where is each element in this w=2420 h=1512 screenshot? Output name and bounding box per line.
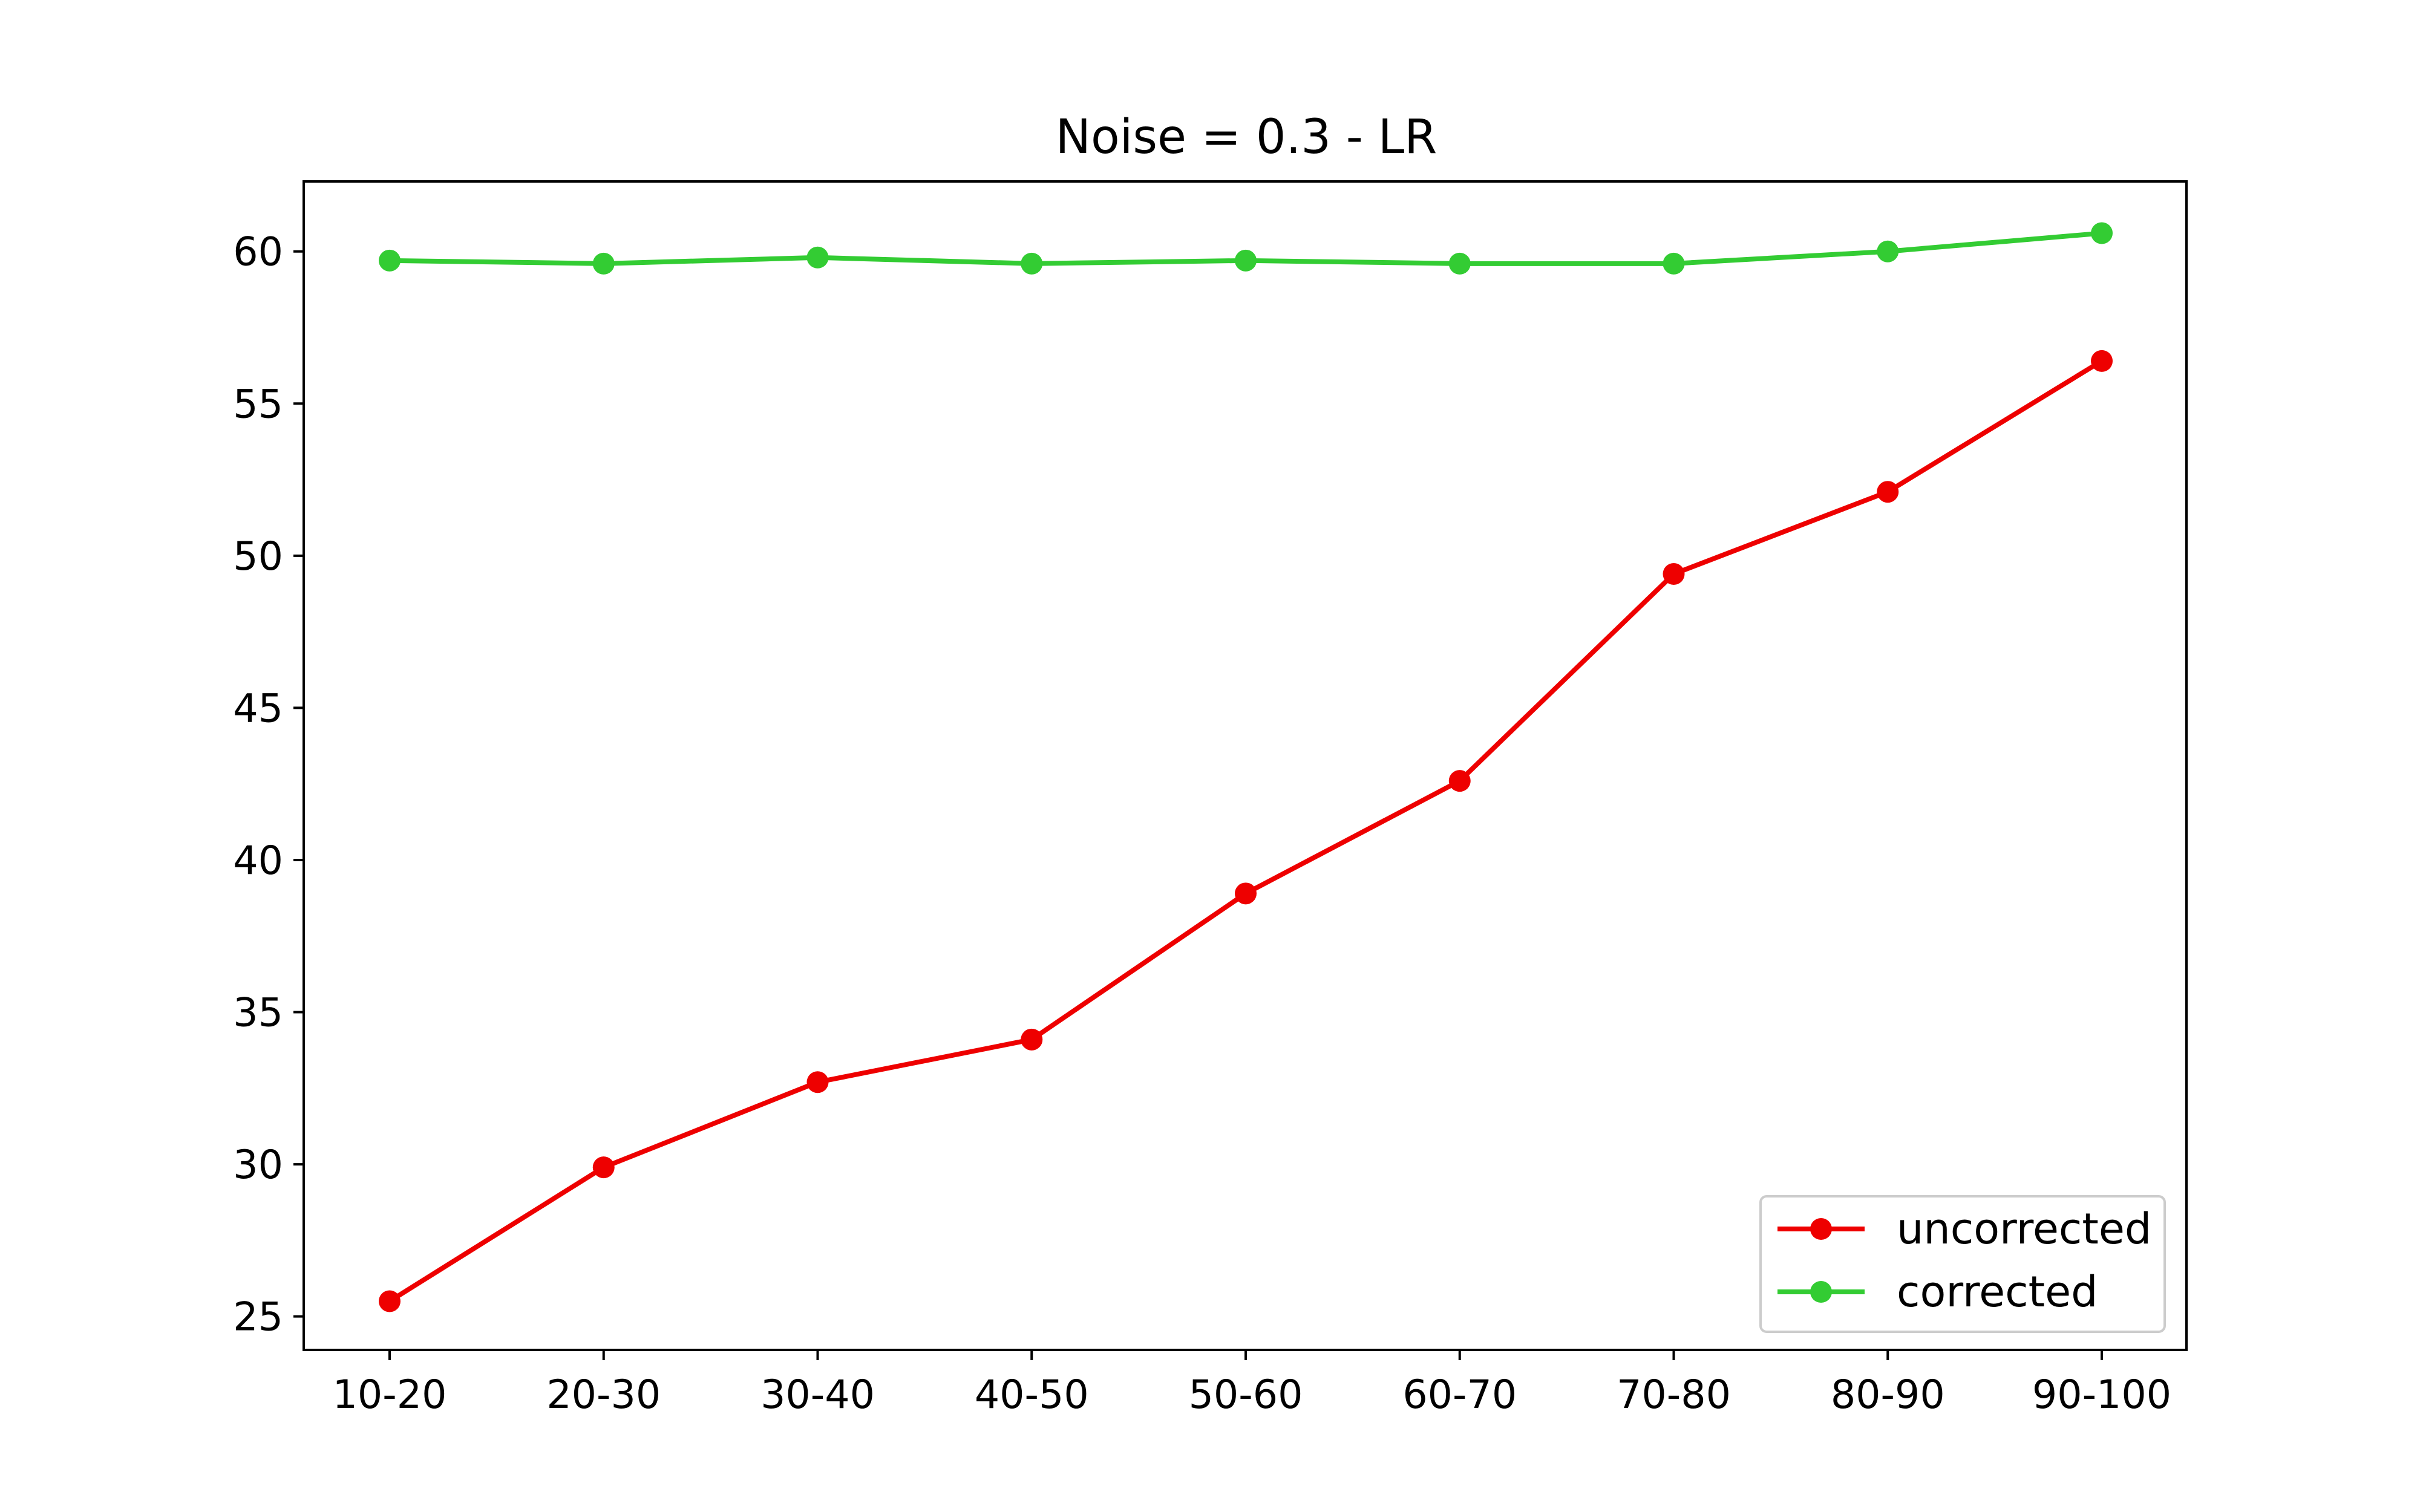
y-tick-label: 40 xyxy=(233,838,283,884)
x-tick-label: 30-40 xyxy=(760,1372,875,1418)
x-tick-label: 40-50 xyxy=(975,1372,1089,1418)
legend: uncorrected corrected xyxy=(1759,1195,2166,1333)
data-point-corrected xyxy=(1877,240,1899,262)
x-tick-label: 60-70 xyxy=(1402,1372,1517,1418)
data-point-uncorrected xyxy=(1448,770,1471,792)
legend-label-corrected: corrected xyxy=(1897,1267,2098,1317)
data-point-uncorrected xyxy=(1663,563,1685,585)
data-point-uncorrected xyxy=(2091,350,2113,372)
legend-marker-uncorrected xyxy=(1810,1218,1832,1240)
x-tick-label: 70-80 xyxy=(1617,1372,1731,1418)
data-point-corrected xyxy=(1448,252,1471,275)
data-point-corrected xyxy=(2091,222,2113,244)
x-tick-label: 20-30 xyxy=(546,1372,661,1418)
data-point-uncorrected xyxy=(379,1290,401,1312)
data-point-uncorrected xyxy=(806,1071,829,1093)
y-tick-label: 60 xyxy=(233,230,283,275)
data-point-uncorrected xyxy=(1235,882,1257,905)
plot-area: 10-20 20-30 30-40 40-50 50-60 60-70 70-80 80-90… xyxy=(233,222,2171,1418)
plot-frame xyxy=(302,180,2188,1351)
data-point-corrected xyxy=(1021,252,1043,275)
legend-marker-corrected xyxy=(1810,1281,1832,1303)
x-tick-label: 90-100 xyxy=(2032,1372,2171,1418)
y-tick-label: 35 xyxy=(233,991,283,1036)
y-tick-label: 25 xyxy=(233,1295,283,1340)
data-point-uncorrected xyxy=(1021,1028,1043,1051)
y-tick-label: 50 xyxy=(233,534,283,579)
data-point-uncorrected xyxy=(1877,481,1899,503)
y-tick-label: 45 xyxy=(233,686,283,731)
y-tick-label: 55 xyxy=(233,382,283,427)
x-tick-label: 80-90 xyxy=(1831,1372,1945,1418)
chart-title: Noise = 0.3 - LR xyxy=(1056,110,1437,165)
data-point-uncorrected xyxy=(592,1156,615,1179)
data-point-corrected xyxy=(806,246,829,269)
x-tick-label: 10-20 xyxy=(333,1372,447,1418)
x-tick-label: 50-60 xyxy=(1189,1372,1303,1418)
legend-label-uncorrected: uncorrected xyxy=(1897,1204,2151,1254)
data-point-corrected xyxy=(1235,249,1257,272)
data-point-corrected xyxy=(592,252,615,275)
data-point-corrected xyxy=(379,249,401,272)
y-tick-label: 30 xyxy=(233,1142,283,1188)
data-point-corrected xyxy=(1663,252,1685,275)
